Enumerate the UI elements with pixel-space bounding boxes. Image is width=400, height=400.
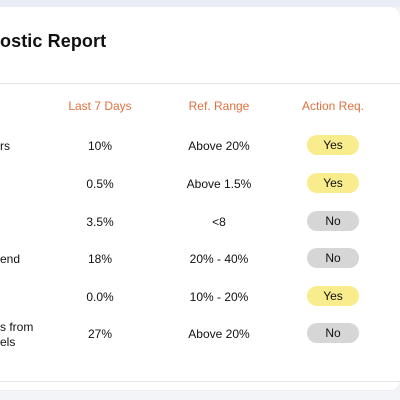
action-no-badge: No (307, 248, 359, 268)
row-label: s from els (0, 320, 34, 349)
action-no-badge: No (307, 323, 359, 343)
ref-range-value: Above 20% (188, 139, 250, 153)
footer-divider (0, 381, 400, 382)
col-header-action-req: Action Req. (301, 99, 365, 113)
row-label: end (0, 252, 21, 266)
report-title: ostic Report (0, 31, 107, 51)
last7-value: 3.5% (86, 215, 114, 229)
diagnostic-report-card: ostic Report Last 7 Days Ref. Range Acti… (0, 7, 400, 390)
col-header-last7: Last 7 Days (68, 99, 132, 113)
last7-value: 27% (87, 327, 113, 341)
last7-value: 10% (87, 139, 113, 153)
ref-range-value: Above 1.5% (186, 177, 252, 191)
last7-value: 18% (87, 252, 113, 266)
action-yes-badge: Yes (307, 135, 359, 155)
row-label: rs (0, 139, 10, 153)
header-divider (0, 83, 400, 84)
top-strip (0, 0, 400, 7)
ref-range-value: 20% - 40% (189, 252, 249, 266)
ref-range-value: <8 (212, 215, 226, 229)
last7-value: 0.5% (86, 177, 114, 191)
col-header-ref-range: Ref. Range (188, 99, 250, 113)
action-yes-badge: Yes (307, 286, 359, 306)
ref-range-value: Above 20% (188, 327, 250, 341)
last7-value: 0.0% (86, 290, 114, 304)
ref-range-value: 10% - 20% (189, 290, 249, 304)
action-no-badge: No (307, 211, 359, 231)
action-yes-badge: Yes (307, 173, 359, 193)
